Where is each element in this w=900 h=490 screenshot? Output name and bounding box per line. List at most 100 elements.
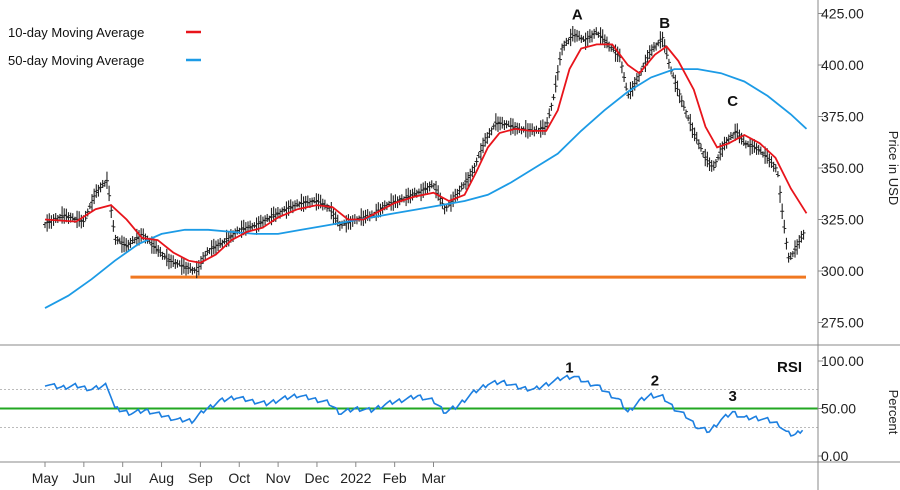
- price-bar: [431, 183, 436, 190]
- price-tick-label: 350.00: [821, 160, 864, 176]
- rsi-annotation: 3: [728, 388, 736, 405]
- price-bar: [681, 100, 686, 111]
- rsi-annotation: 2: [651, 373, 659, 390]
- price-bar: [122, 236, 127, 253]
- price-bar: [570, 25, 575, 42]
- x-axis: May Jun Jul Aug Sep Oct Nov Dec 2022 Feb Mar: [32, 462, 446, 486]
- price-bar: [474, 157, 479, 166]
- price-bar: [55, 214, 60, 224]
- x-tick-label: May: [32, 470, 58, 486]
- price-bar: [758, 146, 763, 155]
- price-bar: [619, 61, 624, 74]
- price-bar: [363, 209, 368, 224]
- price-bar: [472, 163, 477, 173]
- price-bar: [254, 217, 259, 235]
- ma10-line: [44, 43, 808, 264]
- price-bar: [427, 181, 432, 192]
- price-tick-label: 275.00: [821, 315, 864, 331]
- x-tick-label: Jul: [114, 470, 132, 486]
- price-bar: [656, 40, 661, 47]
- price-bar: [408, 189, 413, 204]
- x-tick-label: Feb: [383, 470, 407, 486]
- price-bar: [600, 29, 605, 45]
- price-tick-label: 325.00: [821, 212, 864, 228]
- price-bar: [162, 253, 167, 260]
- price-bar: [664, 47, 669, 60]
- rsi-tick-label: 0.00: [821, 448, 848, 464]
- price-bar: [598, 27, 603, 45]
- legend: 10-day Moving Average 50-day Moving Aver…: [8, 25, 201, 68]
- price-bar: [322, 199, 327, 210]
- price-bar: [109, 204, 114, 218]
- price-bar: [754, 143, 759, 155]
- price-bar: [453, 188, 458, 203]
- price-bar: [679, 95, 684, 108]
- price-bar: [671, 72, 676, 79]
- price-bar: [585, 30, 590, 47]
- price-bar: [393, 194, 398, 208]
- price-bar: [301, 196, 306, 212]
- price-bar: [171, 255, 176, 268]
- price-bar: [577, 30, 582, 41]
- price-bar: [263, 215, 268, 226]
- price-bar: [788, 252, 793, 261]
- price-bar: [205, 247, 210, 256]
- price-bar: [104, 171, 109, 189]
- price-bar: [128, 237, 133, 248]
- x-tick-label: Jun: [73, 470, 96, 486]
- price-annotation: C: [727, 93, 738, 110]
- price-bar: [429, 180, 434, 189]
- price-bar: [666, 58, 671, 69]
- price-annotation: B: [659, 15, 670, 32]
- price-tick-label: 300.00: [821, 263, 864, 279]
- price-bar: [549, 102, 554, 111]
- price-bar: [156, 245, 161, 257]
- price-bar: [775, 171, 780, 178]
- price-bar: [500, 116, 505, 129]
- price-bar: [151, 238, 156, 254]
- price-bar: [647, 45, 652, 59]
- price-bar: [96, 184, 101, 197]
- price-bar: [698, 143, 703, 152]
- price-bar: [111, 220, 116, 232]
- price-bar: [406, 187, 411, 204]
- rsi-line: [44, 374, 804, 437]
- price-bar: [154, 240, 159, 254]
- price-bar: [181, 258, 186, 274]
- price-bar: [713, 159, 718, 168]
- price-bar: [70, 213, 75, 222]
- price-bar: [47, 213, 52, 229]
- price-bar: [310, 197, 315, 206]
- price-bar: [767, 153, 772, 168]
- price-bar: [359, 208, 364, 226]
- price-bar: [782, 219, 787, 234]
- price-bar: [164, 248, 169, 267]
- price-bar: [57, 213, 62, 221]
- price-bar: [658, 31, 663, 49]
- price-bar: [538, 120, 543, 138]
- price-bar: [487, 128, 492, 139]
- x-tick-label: 2022: [340, 470, 371, 486]
- price-bar: [124, 238, 129, 252]
- price-bar: [542, 121, 547, 136]
- price-bar: [66, 212, 71, 224]
- price-bar: [696, 139, 701, 150]
- price-bar: [389, 193, 394, 211]
- price-bar: [419, 183, 424, 202]
- legend-label-ma10: 10-day Moving Average: [8, 25, 144, 40]
- price-bar: [305, 195, 310, 208]
- price-tick-label: 400.00: [821, 57, 864, 73]
- price-bar: [780, 203, 785, 219]
- x-tick-label: Oct: [228, 470, 250, 486]
- price-bar: [590, 30, 595, 43]
- price-bar: [799, 230, 804, 243]
- price-bar: [622, 72, 627, 82]
- price-bar: [555, 65, 560, 81]
- price-axis-title: Price in USD: [886, 131, 900, 205]
- price-bar: [786, 252, 791, 263]
- price-tick-label: 425.00: [821, 6, 864, 22]
- price-bar: [325, 203, 330, 212]
- rsi-series-label: RSI: [777, 359, 802, 376]
- price-bar: [778, 185, 783, 203]
